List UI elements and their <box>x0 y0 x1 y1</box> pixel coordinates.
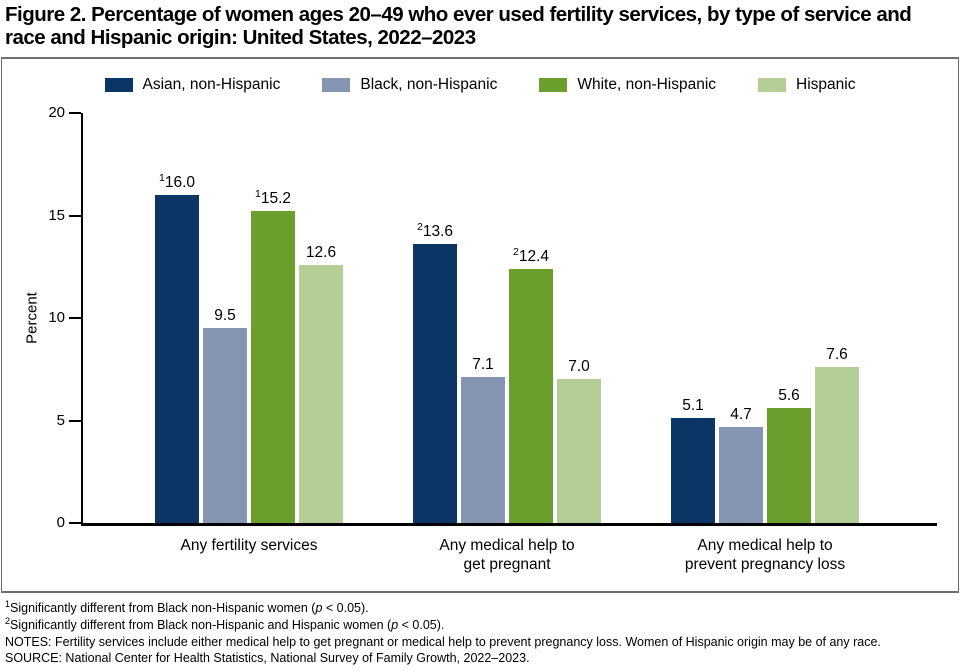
bar-value-label: 5.6 <box>747 387 831 404</box>
footnote-line: 2Significantly different from Black non-… <box>5 615 955 634</box>
bar <box>815 367 859 523</box>
bar-value-label: 5.1 <box>651 397 735 414</box>
bar-value-text: 5.6 <box>778 387 800 404</box>
category-label: Any fertility services <box>119 536 379 555</box>
bar <box>671 418 715 523</box>
legend-swatch-icon <box>758 78 787 92</box>
bar-value-label: 4.7 <box>699 406 783 423</box>
bar <box>719 427 763 523</box>
bar <box>299 265 343 523</box>
y-tick-label: 20 <box>48 104 65 121</box>
legend-item: Hispanic <box>758 76 856 94</box>
footnote-marker: 1 <box>5 598 11 609</box>
y-tick-label: 5 <box>56 411 65 429</box>
significance-marker: 1 <box>254 187 261 200</box>
footnote-text: SOURCE: National Center for Health Stati… <box>5 651 530 666</box>
bar-value-label: 12.6 <box>279 244 363 261</box>
y-axis-line <box>81 113 83 525</box>
figure-title-line-1: Figure 2. Percentage of women ages 20–49… <box>5 3 912 26</box>
bar-value-label: 213.6 <box>393 220 477 240</box>
footnotes: 1Significantly different from Black non-… <box>5 598 955 667</box>
legend-item: Asian, non-Hispanic <box>104 76 281 94</box>
y-tick-mark <box>69 522 81 524</box>
category-label: Any medical help to get pregnant <box>377 536 637 574</box>
footnote-line: SOURCE: National Center for Health Stati… <box>5 650 955 667</box>
bar <box>557 379 601 523</box>
bar <box>251 211 295 523</box>
plot-area: 116.0 9.5 115.2 12.6 213.6 7.1 212.4 7.0 5.1 4.7 5… <box>83 113 937 523</box>
bar-value-label: 116.0 <box>135 171 219 191</box>
bar-value-text: 15.2 <box>260 190 291 207</box>
footnote-text-after: < 0.05). <box>398 617 445 632</box>
significance-marker: 2 <box>512 245 519 258</box>
footnote-marker: 2 <box>5 615 11 626</box>
bar-value-text: 9.5 <box>214 307 236 324</box>
category-label-line: prevent pregnancy loss <box>684 556 846 573</box>
bar-value-text: 12.4 <box>518 248 549 265</box>
legend-swatch-icon <box>539 78 568 92</box>
footnote-italic-text: p <box>315 601 323 615</box>
bar-value-text: 16.0 <box>164 174 195 191</box>
footnote-text-after: < 0.05). <box>322 601 369 615</box>
footnote-line: NOTES: Fertility services include either… <box>5 634 955 651</box>
significance-marker: 1 <box>158 171 165 184</box>
category-label-line: Any medical help to <box>697 537 833 554</box>
y-tick-mark <box>69 214 81 217</box>
footnote-italic-text: p <box>391 617 399 632</box>
bar-value-text: 12.6 <box>305 244 337 261</box>
legend-label: White, non-Hispanic <box>577 76 717 93</box>
bar-value-text: 7.6 <box>826 346 848 363</box>
bar-value-label: 7.0 <box>537 358 621 375</box>
footnote-text: NOTES: Fertility services include either… <box>5 634 881 649</box>
bar <box>767 408 811 523</box>
x-axis-line <box>81 523 937 526</box>
legend-swatch-icon <box>322 78 351 92</box>
legend-label: Hispanic <box>796 76 856 93</box>
legend-item: White, non-Hispanic <box>539 76 716 94</box>
category-label-line: get pregnant <box>463 556 551 573</box>
figure-title: Figure 2. Percentage of women ages 20–49… <box>5 3 957 49</box>
y-tick-label: 15 <box>48 206 65 224</box>
y-tick-mark <box>69 112 81 114</box>
bar-value-label: 7.1 <box>441 356 525 373</box>
bar-value-label: 7.6 <box>795 346 879 363</box>
bar <box>413 244 457 523</box>
legend-swatch-icon <box>104 78 133 92</box>
legend-item: Black, non-Hispanic <box>322 76 497 94</box>
bar <box>203 328 247 523</box>
bar-value-text: 5.1 <box>682 397 704 414</box>
significance-marker: 2 <box>416 220 423 233</box>
y-tick-label: 0 <box>56 514 65 531</box>
chart-panel: Asian, non-Hispanic Black, non-Hispanic Wh… <box>1 57 959 593</box>
category-label-line: Any medical help to <box>439 537 575 554</box>
footnote-text: Significantly different from Black non-H… <box>10 601 316 615</box>
bar-value-label: 9.5 <box>183 307 267 324</box>
legend-label: Asian, non-Hispanic <box>142 76 281 93</box>
chart-legend: Asian, non-Hispanic Black, non-Hispanic Wh… <box>2 76 958 94</box>
footnote-line: 1Significantly different from Black non-… <box>5 598 955 617</box>
bar <box>461 377 505 523</box>
y-tick-label: 10 <box>48 309 65 326</box>
category-label: Any medical help to prevent pregnancy los… <box>635 536 895 574</box>
bar <box>155 195 199 523</box>
y-tick-mark <box>69 419 81 422</box>
category-label-line: Any fertility services <box>180 537 318 554</box>
figure-title-line-2: race and Hispanic origin: United States,… <box>5 26 476 49</box>
bar-value-text: 13.6 <box>422 223 453 240</box>
y-tick-mark <box>69 317 81 319</box>
bar-value-text: 7.1 <box>472 356 494 373</box>
bar <box>509 269 553 523</box>
bar-value-text: 4.7 <box>730 406 752 423</box>
legend-label: Black, non-Hispanic <box>360 76 498 93</box>
bar-value-label: 212.4 <box>489 245 573 265</box>
bar-value-text: 7.0 <box>568 358 590 375</box>
footnote-text: Significantly different from Black non-H… <box>10 617 392 632</box>
bar-value-label: 115.2 <box>231 187 315 207</box>
